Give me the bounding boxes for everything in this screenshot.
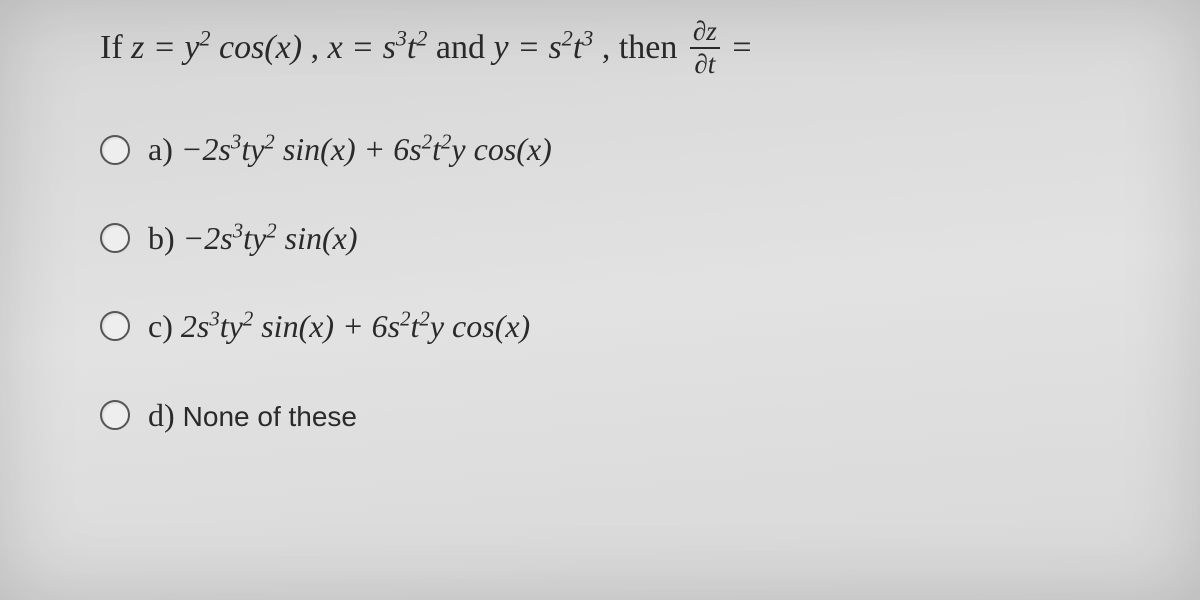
option-a-letter: a) bbox=[148, 131, 173, 167]
option-d-row[interactable]: d) None of these bbox=[100, 396, 1100, 434]
option-c-expr: 2s3ty2 sin(x) + 6s2t2y cos(x) bbox=[181, 308, 530, 344]
question-sep1: , bbox=[311, 29, 328, 66]
option-c-row[interactable]: c) 2s3ty2 sin(x) + 6s2t2y cos(x) bbox=[100, 307, 1100, 345]
option-a-row[interactable]: a) −2s3ty2 sin(x) + 6s2t2y cos(x) bbox=[100, 130, 1100, 168]
question-eq-x: x = s3t2 bbox=[328, 29, 436, 66]
radio-d[interactable] bbox=[100, 400, 130, 430]
vignette-overlay bbox=[0, 0, 1200, 600]
option-a-expr: −2s3ty2 sin(x) + 6s2t2y cos(x) bbox=[181, 131, 552, 167]
radio-a[interactable] bbox=[100, 135, 130, 165]
question-equals: = bbox=[732, 29, 751, 66]
option-c-letter: c) bbox=[148, 308, 173, 344]
option-a-label: a) −2s3ty2 sin(x) + 6s2t2y cos(x) bbox=[148, 130, 552, 168]
option-c-label: c) 2s3ty2 sin(x) + 6s2t2y cos(x) bbox=[148, 307, 530, 345]
question-page: If z = y2 cos(x) , x = s3t2 and y = s2t3… bbox=[0, 0, 1200, 600]
question-fraction: ∂z ∂t bbox=[690, 18, 720, 78]
option-b-expr: −2s3ty2 sin(x) bbox=[183, 220, 358, 256]
radio-b[interactable] bbox=[100, 223, 130, 253]
option-d-label: d) None of these bbox=[148, 396, 357, 434]
frac-den: ∂t bbox=[694, 49, 715, 79]
option-b-letter: b) bbox=[148, 220, 175, 256]
question-if: If bbox=[100, 29, 131, 66]
option-b-label: b) −2s3ty2 sin(x) bbox=[148, 219, 357, 257]
question-and: and bbox=[436, 29, 494, 66]
frac-num: ∂z bbox=[693, 16, 717, 46]
question-stem: If z = y2 cos(x) , x = s3t2 and y = s2t3… bbox=[100, 20, 1100, 80]
option-b-row[interactable]: b) −2s3ty2 sin(x) bbox=[100, 219, 1100, 257]
question-eq-y: y = s2t3 bbox=[493, 29, 601, 66]
question-eq-z: z = y2 cos(x) bbox=[131, 29, 310, 66]
option-d-text: None of these bbox=[183, 401, 357, 432]
question-then: , then bbox=[602, 29, 686, 66]
option-d-letter: d) bbox=[148, 397, 175, 433]
radio-c[interactable] bbox=[100, 311, 130, 341]
